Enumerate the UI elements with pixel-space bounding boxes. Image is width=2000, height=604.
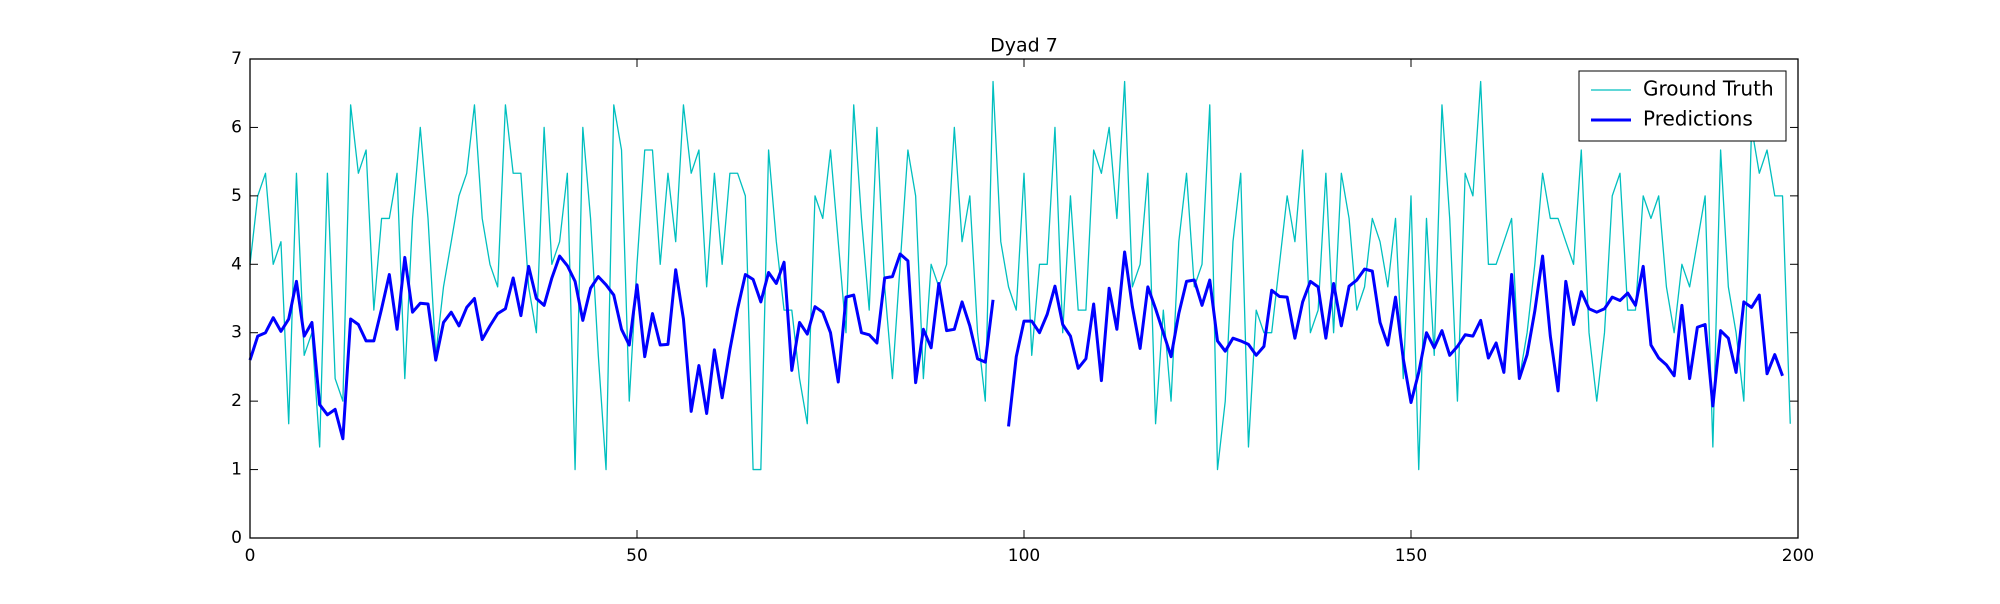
y-tick-label: 5 bbox=[231, 186, 242, 206]
y-tick-label: 1 bbox=[231, 460, 242, 480]
y-tick-label: 4 bbox=[231, 254, 242, 274]
y-tick-label: 6 bbox=[231, 117, 242, 137]
legend: Ground Truth Predictions bbox=[1578, 70, 1787, 142]
y-tick-label: 3 bbox=[231, 323, 242, 343]
chart-title: Dyad 7 bbox=[990, 35, 1058, 57]
y-tick-label: 0 bbox=[231, 528, 242, 548]
x-tick-label: 50 bbox=[626, 546, 648, 566]
x-tick-label: 0 bbox=[245, 546, 256, 566]
series-line bbox=[249, 80, 1791, 471]
x-tick-label: 150 bbox=[1395, 546, 1427, 566]
y-tick-label: 7 bbox=[231, 49, 242, 69]
x-tick-label: 100 bbox=[1008, 546, 1040, 566]
series-line bbox=[248, 250, 1784, 441]
legend-label: Ground Truth bbox=[1643, 77, 1774, 101]
x-tick-label: 200 bbox=[1782, 546, 1814, 566]
legend-label: Predictions bbox=[1643, 107, 1753, 131]
y-tick-label: 2 bbox=[231, 391, 242, 411]
legend-box bbox=[1578, 70, 1787, 142]
